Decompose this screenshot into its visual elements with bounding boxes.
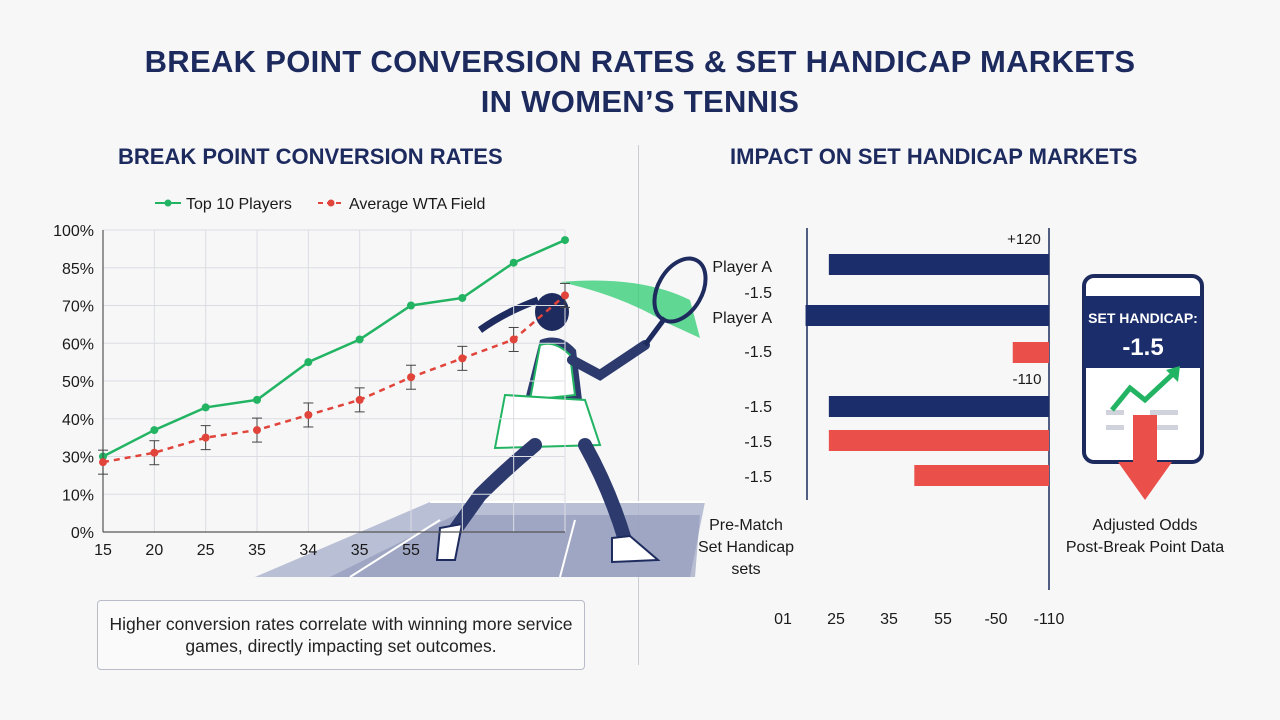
- tennis-court-illustration: [255, 501, 705, 578]
- insight-note: Higher conversion rates correlate with w…: [97, 600, 585, 670]
- series-point-0: [561, 236, 569, 245]
- series-point-0: [253, 395, 261, 404]
- x-tick-label: 35: [248, 542, 266, 559]
- line-chart-y-ticks: 100% 85% 70% 60% 50% 40% 30% 10% 0%: [53, 223, 94, 542]
- y-tick-label: 70%: [62, 299, 94, 316]
- x-tick-label: 35: [351, 542, 369, 559]
- x-tick-label: 20: [145, 542, 163, 559]
- series-point-1: [304, 410, 313, 419]
- x-tick-label: 15: [94, 542, 112, 559]
- handicap-bar: [828, 430, 1049, 451]
- series-point-1: [458, 354, 467, 363]
- line-chart-x-ticks: 15 20 25 35 34 35 55: [94, 542, 420, 559]
- bar-x-tick-label: -50: [984, 611, 1007, 628]
- right-caption-line: Post-Break Point Data: [1066, 539, 1224, 556]
- row-label: -1.5: [744, 344, 772, 361]
- down-arrow-icon: [1118, 415, 1172, 500]
- bar-x-tick-label: 35: [880, 611, 898, 628]
- y-tick-label: 10%: [62, 487, 94, 504]
- bar-x-tick-label: -110: [1034, 611, 1065, 628]
- handicap-bar: [828, 254, 1049, 275]
- row-label: -1.5: [744, 285, 772, 302]
- handicap-bar: [828, 396, 1049, 417]
- series-point-1: [201, 433, 210, 442]
- legend-marker-0: [164, 199, 172, 207]
- left-caption-line: Pre-Match: [709, 517, 783, 534]
- main-title-line-1: BREAK POINT CONVERSION RATES & SET HANDI…: [144, 44, 1136, 79]
- bar-x-tick-label: 25: [827, 611, 845, 628]
- handicap-bar: [914, 465, 1049, 486]
- bar-x-tick-label: 01: [774, 611, 792, 628]
- series-point-1: [355, 395, 364, 404]
- series-point-0: [201, 403, 210, 412]
- series-point-1: [99, 458, 107, 467]
- series-line-1: [102, 294, 566, 464]
- right-section-title: IMPACT ON SET HANDICAP MARKETS: [730, 144, 1138, 169]
- annotation-plus-120: +120: [1007, 231, 1041, 248]
- series-line-0: [102, 238, 566, 458]
- handicap-bar: [1012, 342, 1049, 363]
- tennis-player-icon: [435, 256, 708, 564]
- series-point-1: [253, 426, 261, 435]
- y-tick-label: 0%: [71, 525, 94, 542]
- series-point-1: [509, 335, 518, 344]
- y-tick-label: 100%: [53, 223, 94, 240]
- left-caption-line: Set Handicap: [698, 539, 794, 556]
- green-swoosh-arrow-icon: [560, 280, 700, 338]
- y-tick-label: 50%: [62, 374, 94, 391]
- series-point-0: [150, 426, 159, 435]
- section-divider: [638, 145, 639, 665]
- y-tick-label: 40%: [62, 412, 94, 429]
- x-tick-label: 25: [197, 542, 215, 559]
- line-chart-legend: Top 10 Players Average WTA Field: [155, 196, 485, 213]
- phone-title: SET HANDICAP:: [1088, 310, 1198, 326]
- series-point-1: [150, 448, 159, 457]
- series-point-0: [355, 335, 364, 344]
- line-chart-series: [98, 236, 570, 475]
- left-caption-line: sets: [731, 561, 760, 578]
- series-point-0: [304, 358, 313, 367]
- row-label: -1.5: [744, 399, 772, 416]
- series-point-1: [407, 373, 415, 382]
- bar-chart-bars: [805, 254, 1049, 486]
- phone-icon: [1082, 274, 1204, 464]
- series-point-0: [407, 301, 415, 310]
- series-point-0: [458, 293, 467, 302]
- legend-label: Top 10 Players: [186, 196, 292, 213]
- bar-chart-labels: Player A -1.5 Player A -1.5 -1.5 -1.5 -1.5 +120…: [698, 231, 1224, 628]
- bar-x-tick-label: 55: [934, 611, 952, 628]
- row-label: Player A: [712, 310, 772, 327]
- left-section-title: BREAK POINT CONVERSION RATES: [118, 144, 503, 169]
- annotation-minus-110: -110: [1013, 371, 1042, 388]
- series-point-0: [509, 258, 518, 267]
- y-tick-label: 60%: [62, 336, 94, 353]
- phone-value: -1.5: [1122, 334, 1163, 361]
- row-label: -1.5: [744, 469, 772, 486]
- line-chart-grid: [102, 229, 566, 533]
- legend-marker-1: [327, 199, 335, 207]
- series-point-1: [561, 291, 569, 300]
- x-tick-label: 55: [402, 542, 420, 559]
- row-label: -1.5: [744, 434, 772, 451]
- row-label: Player A: [712, 259, 772, 276]
- right-caption-line: Adjusted Odds: [1093, 517, 1198, 534]
- legend-label: Average WTA Field: [349, 196, 485, 213]
- main-title-line-2: IN WOMEN’S TENNIS: [480, 84, 800, 119]
- x-tick-label: 34: [299, 542, 317, 559]
- y-tick-label: 30%: [62, 450, 94, 467]
- y-tick-label: 85%: [62, 261, 94, 278]
- handicap-bar: [805, 305, 1049, 326]
- main-title: BREAK POINT CONVERSION RATES & SET HANDI…: [0, 42, 1280, 122]
